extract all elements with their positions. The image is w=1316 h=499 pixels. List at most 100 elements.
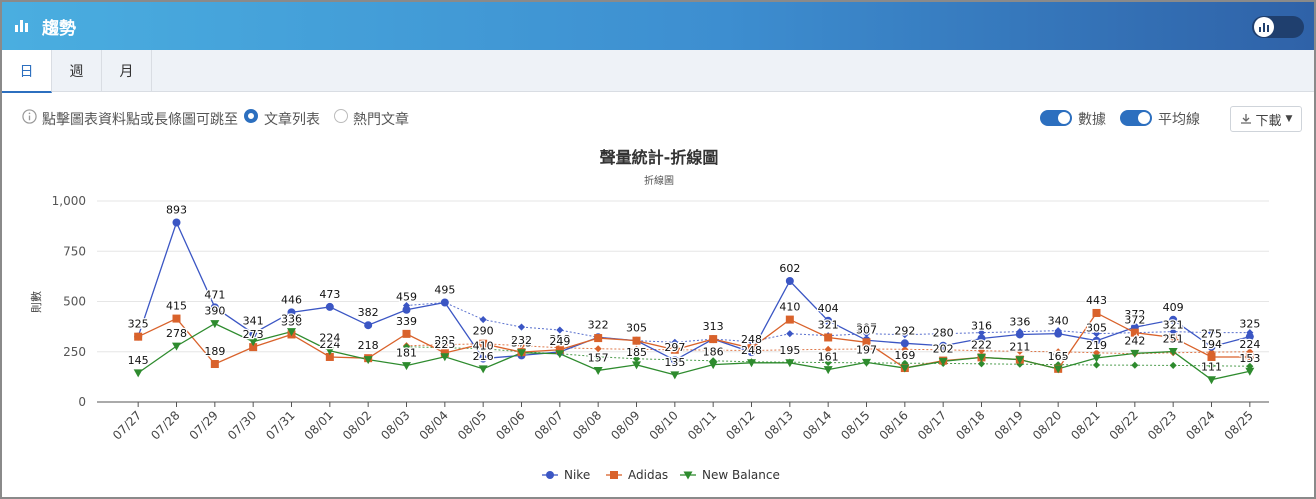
legend-marker-new-balance	[683, 471, 693, 480]
data-point-new-balance	[1207, 376, 1216, 385]
data-label-nike: 297	[664, 341, 685, 354]
data-label-adidas: 290	[473, 325, 494, 338]
data-label-nike: 325	[128, 318, 149, 331]
chart-mode-knob	[1254, 17, 1274, 37]
x-axis-ticks: 07/27 07/28 07/29 07/30 07/31 08/01 08/02 08/03…	[110, 402, 1256, 443]
data-label-adidas: 224	[319, 338, 340, 351]
data-point-adidas	[709, 335, 718, 344]
tab-week[interactable]: 週	[52, 50, 102, 92]
data-point-adidas	[402, 329, 411, 338]
data-label-new-balance: 169	[894, 349, 915, 362]
data-point-new-balance	[900, 364, 910, 373]
data-point-nike	[440, 298, 449, 307]
data-point-nike	[977, 334, 986, 343]
data-label-adidas: 189	[204, 345, 225, 358]
panel-title: 趨勢	[42, 19, 76, 39]
x-tick-label: 08/20	[1030, 408, 1064, 442]
data-point-adidas	[479, 339, 488, 348]
data-point-new-balance	[248, 338, 258, 347]
data-label-new-balance: 219	[1086, 339, 1107, 352]
data-point-adidas	[210, 360, 219, 369]
data-point-nike	[1207, 342, 1216, 351]
data-point-nike	[364, 321, 373, 330]
radio-hot-articles[interactable]	[334, 109, 348, 123]
average-point	[632, 355, 641, 363]
series-line-new-balance	[137, 322, 1250, 381]
chevron-down-icon: ▼	[1285, 114, 1293, 124]
data-point-adidas	[785, 315, 794, 324]
data-point-nike	[479, 354, 488, 363]
x-tick-label: 08/19	[992, 408, 1026, 442]
radio-article-list[interactable]	[244, 109, 258, 123]
data-label-new-balance: 336	[281, 313, 302, 326]
data-label-nike: 471	[204, 288, 225, 301]
average-point	[517, 342, 526, 350]
x-tick-label: 07/30	[225, 408, 259, 442]
average-point	[1092, 361, 1101, 369]
data-point-new-balance	[785, 359, 795, 368]
data-point-nike	[900, 339, 909, 348]
x-tick-label: 07/28	[148, 408, 182, 442]
x-tick-label: 08/22	[1107, 408, 1141, 442]
data-point-nike	[1015, 330, 1024, 339]
legend: Nike Adidas New Balance	[542, 468, 780, 482]
data-point-nike	[249, 329, 258, 338]
series-line-adidas	[137, 312, 1250, 370]
data-point-nike	[785, 276, 794, 285]
data-label-adidas: 443	[1086, 294, 1107, 307]
data-point-new-balance	[402, 362, 411, 371]
data-point-new-balance	[210, 320, 220, 329]
data-point-new-balance	[1245, 367, 1255, 376]
legend-label-nike: Nike	[564, 468, 590, 482]
data-label-nike: 305	[1086, 322, 1107, 335]
x-tick-label: 07/27	[110, 408, 144, 442]
data-label-new-balance: 232	[511, 334, 532, 347]
y-tick-label: 750	[63, 244, 86, 258]
toggle-data-label: 數據	[1078, 112, 1106, 128]
download-button[interactable]: 下載 ▼	[1230, 106, 1302, 132]
tab-day[interactable]: 日	[2, 50, 52, 93]
data-label-adidas: 321	[818, 318, 839, 331]
x-tick-label: 08/03	[378, 408, 412, 442]
data-label-nike: 446	[281, 293, 302, 306]
toggle-average-line[interactable]	[1120, 110, 1152, 126]
data-point-adidas	[747, 344, 756, 353]
data-point-new-balance	[670, 371, 680, 380]
radio-article-list-label: 文章列表	[264, 112, 320, 128]
x-tick-label: 08/24	[1183, 408, 1217, 442]
data-point-new-balance	[555, 350, 565, 359]
data-label-nike: 602	[779, 262, 800, 275]
download-label: 下載	[1255, 113, 1282, 129]
average-point	[977, 329, 986, 337]
data-label-adidas: 313	[703, 320, 724, 333]
series-lines	[137, 220, 1250, 381]
tab-month[interactable]: 月	[102, 50, 152, 92]
toggle-data-labels[interactable]	[1040, 110, 1072, 126]
download-icon	[1240, 114, 1251, 124]
legend-marker-adidas	[610, 471, 618, 479]
average-point	[901, 331, 909, 339]
data-label-nike: 280	[933, 327, 954, 340]
x-tick-label: 08/16	[877, 408, 911, 442]
data-label-nike: 459	[396, 291, 417, 304]
data-label-nike: 473	[319, 288, 340, 301]
data-label-nike: 372	[1124, 308, 1145, 321]
x-tick-label: 08/23	[1145, 408, 1179, 442]
average-point	[824, 345, 832, 353]
data-point-new-balance	[133, 369, 143, 378]
info-icon	[22, 109, 37, 128]
data-point-adidas	[1169, 333, 1178, 342]
data-label-new-balance: 225	[434, 338, 455, 351]
chart-mode-toggle[interactable]	[1252, 16, 1304, 38]
data-label-nike: 382	[358, 306, 379, 319]
x-tick-label: 08/10	[647, 408, 681, 442]
data-point-adidas	[440, 348, 449, 357]
average-point	[479, 316, 487, 324]
grid-lines	[97, 200, 1269, 403]
x-tick-label: 08/01	[302, 408, 336, 442]
data-label-nike: 341	[243, 314, 264, 327]
y-tick-label: 250	[63, 345, 86, 359]
data-point-adidas	[1245, 352, 1254, 361]
average-point	[977, 347, 986, 355]
